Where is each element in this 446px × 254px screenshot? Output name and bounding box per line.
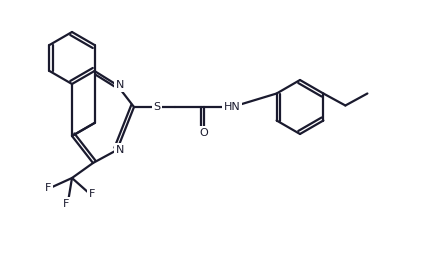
Text: F: F [45, 183, 51, 193]
Text: N: N [116, 145, 124, 155]
Text: O: O [200, 128, 208, 138]
Text: HN: HN [223, 102, 240, 112]
Text: F: F [63, 199, 69, 209]
Text: F: F [89, 189, 95, 199]
Text: N: N [116, 80, 124, 90]
Text: S: S [153, 102, 161, 112]
